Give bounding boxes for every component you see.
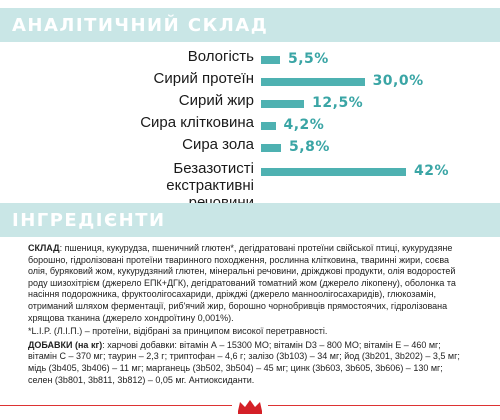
composition-note: *L.I.P. (Л.І.П.) – протеїни, відібрані з…	[28, 326, 328, 337]
analysis-label: Сирий протеїн	[153, 70, 254, 87]
analysis-bar	[261, 100, 305, 108]
analysis-label: Сирий жир	[178, 92, 254, 109]
crown-icon	[238, 400, 262, 414]
analysis-value: 5,5%	[287, 51, 329, 67]
analysis-header: АНАЛІТИЧНИЙ СКЛАД	[0, 8, 500, 42]
analysis-bar	[261, 144, 282, 152]
analysis-bar	[261, 56, 280, 64]
analysis-bar	[261, 78, 365, 86]
additives-paragraph: ДОБАВКИ (на кг): харчові добавки: вітамі…	[28, 340, 468, 386]
composition-heading: СКЛАД	[28, 243, 60, 253]
analysis-label: Вологість	[187, 48, 254, 65]
ingredients-header: ІНГРЕДІЄНТИ	[0, 203, 500, 237]
analysis-title: АНАЛІТИЧНИЙ СКЛАД	[12, 14, 269, 36]
analysis-value: 30,0%	[372, 73, 424, 89]
ingredients-body: СКЛАД: пшениця, кукурудза, пшеничний глю…	[28, 243, 468, 388]
additives-text: : харчові добавки: вітамін А – 15300 МО;…	[28, 339, 460, 385]
composition-text: : пшениця, кукурудза, пшеничний глютен*,…	[28, 243, 456, 323]
analysis-bar	[261, 122, 276, 130]
ingredients-title: ІНГРЕДІЄНТИ	[12, 209, 166, 231]
analysis-bar	[261, 168, 406, 176]
additives-heading: ДОБАВКИ (на кг)	[28, 339, 103, 350]
brand-logo	[232, 395, 268, 417]
analysis-label: Сира зола	[182, 136, 254, 153]
analysis-label: Сира клітковина	[140, 114, 254, 131]
analysis-value: 12,5%	[312, 95, 364, 111]
analysis-value: 5,8%	[289, 139, 330, 155]
analysis-table: Вологість 5,5% Сирий протеїн 30,0% Сирий жир…	[0, 48, 500, 211]
composition-paragraph: СКЛАД: пшениця, кукурудза, пшеничний глю…	[28, 243, 468, 324]
analysis-value: 4,2%	[283, 117, 325, 133]
analysis-value: 42%	[414, 163, 450, 179]
